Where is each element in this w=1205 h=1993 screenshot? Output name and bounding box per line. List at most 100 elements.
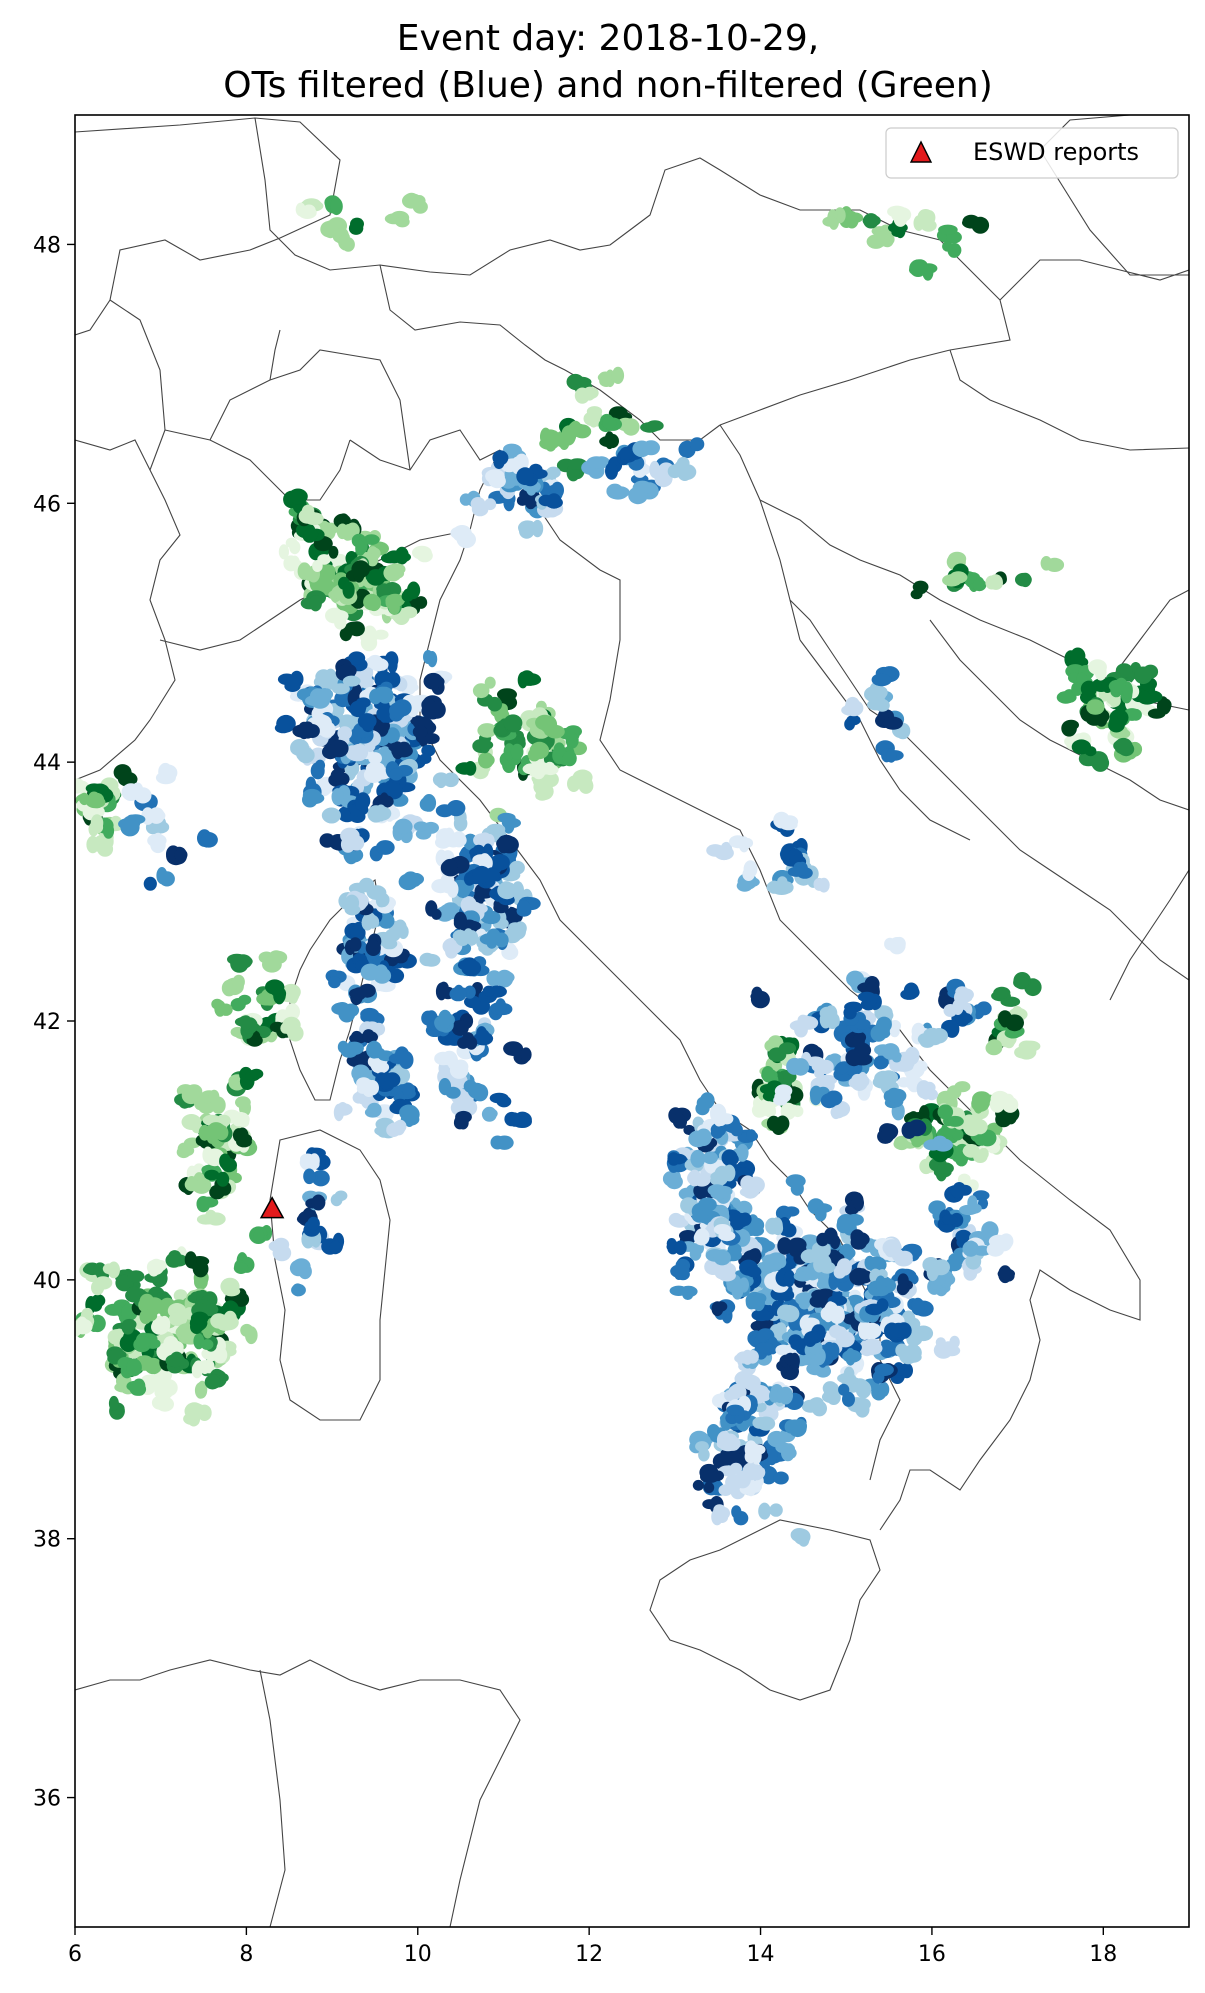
ot-point-filtered (334, 1190, 348, 1202)
ot-point-filtered (741, 1349, 754, 1365)
ot-point-filtered (850, 1398, 868, 1414)
ot-point-non-filtered (151, 1319, 169, 1335)
ot-point-filtered (311, 1194, 326, 1211)
ot-point-filtered (875, 1275, 886, 1292)
ot-point-filtered (716, 1511, 729, 1523)
ot-point-non-filtered (527, 748, 541, 762)
ot-point-filtered (371, 770, 386, 780)
ot-point-filtered (344, 894, 360, 912)
ot-point-filtered (316, 688, 334, 701)
ot-point-non-filtered (312, 560, 323, 572)
ot-point-non-filtered (540, 427, 552, 446)
ot-point-filtered (485, 471, 505, 484)
ot-point-non-filtered (204, 1374, 221, 1390)
ot-point-filtered (424, 675, 445, 689)
ot-point-non-filtered (239, 1015, 253, 1031)
ot-point-non-filtered (147, 1260, 160, 1277)
ot-point-filtered (784, 1304, 795, 1319)
ot-point-filtered (771, 1289, 788, 1301)
ot-point-filtered (438, 1009, 452, 1028)
ot-point-filtered (784, 1352, 797, 1366)
ot-point-non-filtered (325, 607, 344, 624)
ot-point-filtered (421, 744, 436, 757)
ot-point-filtered (965, 1252, 982, 1270)
ot-point-filtered (451, 831, 467, 848)
ot-point-filtered (787, 866, 806, 877)
ot-point-filtered (766, 1449, 778, 1464)
ot-point-non-filtered (121, 1318, 137, 1331)
ot-point-filtered (455, 1110, 472, 1124)
ot-point-non-filtered (288, 488, 308, 505)
ot-point-filtered (981, 1221, 999, 1240)
ot-point-filtered (398, 873, 418, 891)
ot-point-filtered (365, 939, 381, 957)
ot-point-filtered (928, 1202, 945, 1215)
ot-point-filtered (310, 762, 325, 780)
ot-point-non-filtered (240, 1323, 254, 1337)
ot-point-non-filtered (193, 1360, 204, 1373)
ot-point-non-filtered (211, 998, 224, 1010)
ot-point-filtered (509, 860, 525, 875)
ot-point-non-filtered (484, 676, 496, 689)
ot-point-filtered (941, 994, 955, 1006)
ot-point-filtered (423, 650, 434, 664)
ot-point-filtered (801, 1399, 820, 1413)
ot-point-filtered (713, 1249, 731, 1266)
ot-point-filtered (674, 460, 687, 477)
ot-point-filtered (351, 1030, 363, 1042)
ot-point-filtered (422, 953, 441, 967)
ot-point-filtered (738, 878, 754, 890)
ot-point-filtered (268, 1240, 287, 1252)
ot-point-filtered (303, 1168, 316, 1185)
ot-point-filtered (729, 1462, 743, 1474)
ot-point-filtered (716, 1438, 733, 1450)
ot-point-non-filtered (235, 1111, 246, 1125)
ot-point-filtered (352, 987, 367, 1001)
ot-point-non-filtered (58, 1298, 73, 1315)
ot-point-non-filtered (989, 1095, 1005, 1113)
ot-point-non-filtered (1157, 696, 1169, 713)
ot-point-filtered (816, 1232, 830, 1247)
ot-point-filtered (441, 1050, 458, 1066)
ot-point-filtered (347, 746, 366, 762)
ot-point-non-filtered (1108, 718, 1125, 733)
ot-point-filtered (774, 1084, 792, 1099)
ot-point-non-filtered (230, 998, 246, 1012)
ot-point-non-filtered (1005, 1014, 1024, 1032)
ot-point-non-filtered (230, 1172, 242, 1184)
ot-point-non-filtered (196, 1256, 207, 1267)
ot-point-filtered (904, 1046, 920, 1065)
ot-point-filtered (546, 466, 561, 479)
ot-point-non-filtered (1088, 659, 1107, 675)
ot-point-non-filtered (184, 1251, 197, 1269)
ot-point-filtered (131, 782, 144, 797)
ot-point-filtered (943, 1345, 961, 1357)
ot-point-filtered (501, 944, 519, 961)
ot-point-non-filtered (1070, 647, 1086, 665)
ot-point-non-filtered (611, 366, 625, 384)
ot-point-non-filtered (455, 762, 475, 775)
ot-point-filtered (312, 748, 325, 762)
ot-point-filtered (731, 1281, 744, 1300)
ot-point-filtered (473, 891, 485, 905)
ot-point-filtered (313, 675, 332, 689)
ot-point-non-filtered (973, 1150, 988, 1163)
ot-point-filtered (752, 1293, 765, 1312)
ot-point-non-filtered (351, 560, 371, 578)
ot-point-non-filtered (412, 545, 432, 560)
ot-point-non-filtered (497, 688, 517, 701)
ot-point-filtered (501, 817, 521, 829)
ot-point-non-filtered (157, 1369, 168, 1383)
ot-point-non-filtered (219, 1003, 233, 1016)
ot-point-non-filtered (219, 1153, 231, 1170)
ot-point-filtered (495, 998, 507, 1016)
ot-point-filtered (765, 1217, 780, 1235)
ot-point-filtered (388, 742, 408, 753)
ot-point-filtered (725, 1474, 742, 1491)
ot-point-non-filtered (79, 792, 90, 806)
ot-point-non-filtered (206, 1212, 226, 1226)
ot-point-filtered (713, 1112, 724, 1127)
ot-point-filtered (702, 1151, 718, 1165)
ot-point-non-filtered (646, 420, 664, 432)
